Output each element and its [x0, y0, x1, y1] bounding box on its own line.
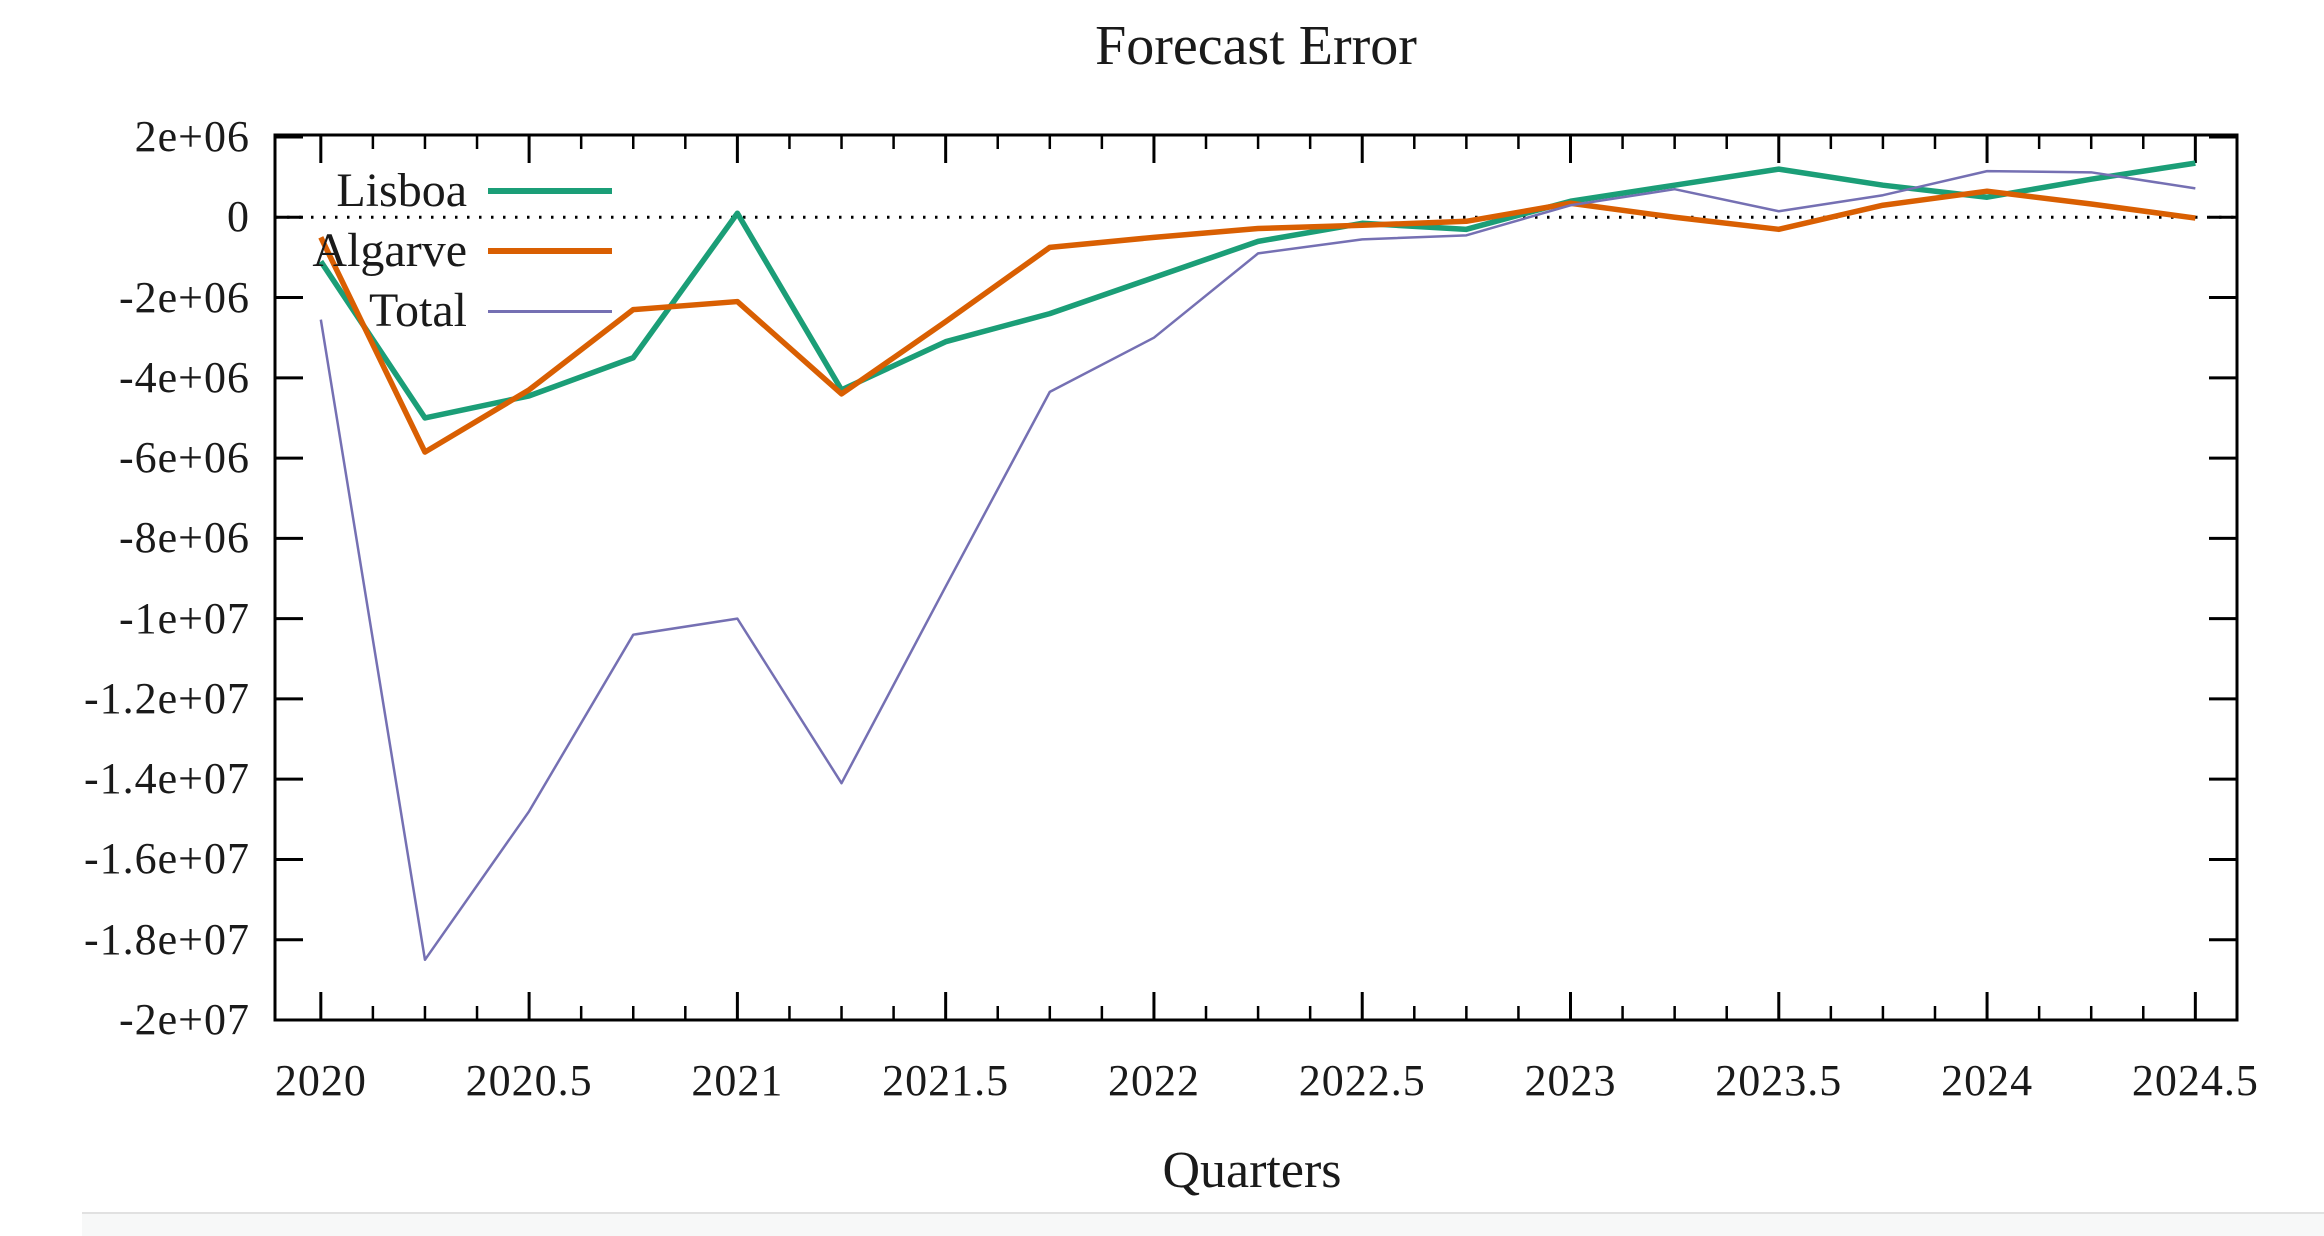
legend-label-lisboa: Lisboa — [336, 164, 467, 217]
y-tick-label: -1.4e+07 — [84, 754, 250, 804]
x-tick-label: 2020 — [274, 1056, 367, 1105]
x-tick-label: 2020.5 — [465, 1056, 593, 1105]
series-line-lisboa — [318, 160, 2196, 421]
page-bottom-bar — [82, 1212, 2324, 1236]
legend-line-sample-algarve — [488, 248, 612, 254]
y-tick-label: -1.6e+07 — [84, 834, 250, 884]
x-tick-label: 2022.5 — [1298, 1056, 1426, 1105]
y-tick-label: 2e+06 — [134, 112, 250, 161]
y-tick-label: -2e+06 — [119, 272, 250, 322]
y-tick-label: -8e+06 — [119, 513, 250, 563]
y-tick-label: -4e+06 — [119, 352, 250, 402]
legend: Lisboa Algarve Total — [237, 161, 612, 341]
y-tick-label: -1.2e+07 — [84, 673, 250, 723]
y-tick-label: -2e+07 — [119, 995, 250, 1044]
x-tick-label: 2024 — [1941, 1056, 2034, 1105]
legend-label-total: Total — [369, 284, 467, 337]
y-tick-label: -1.8e+07 — [84, 914, 250, 964]
x-tick-label: 2021.5 — [882, 1056, 1010, 1105]
x-axis-title: Quarters — [1162, 1142, 1342, 1199]
series-line-algarve — [318, 188, 2196, 455]
y-tick-label: 0 — [227, 192, 250, 242]
y-tick-label: -1e+07 — [119, 593, 250, 643]
x-tick-label: 2024.5 — [2131, 1056, 2259, 1105]
x-tick-label: 2023.5 — [1715, 1056, 1843, 1105]
x-tick-label: 2022 — [1107, 1056, 1200, 1105]
legend-line-sample-total — [488, 309, 612, 313]
legend-item-algarve: Algarve — [237, 221, 612, 281]
x-tick-label: 2023 — [1524, 1056, 1617, 1105]
legend-item-lisboa: Lisboa — [237, 161, 612, 221]
legend-line-sample-lisboa — [488, 188, 612, 194]
chart-title: Forecast Error — [1095, 15, 1417, 77]
series-line-total — [319, 169, 2196, 962]
legend-label-algarve: Algarve — [312, 224, 467, 277]
y-tick-label: -6e+06 — [119, 433, 250, 483]
x-tick-label: 2021 — [691, 1056, 784, 1105]
legend-item-total: Total — [237, 281, 612, 341]
plot-border — [273, 133, 2239, 1022]
